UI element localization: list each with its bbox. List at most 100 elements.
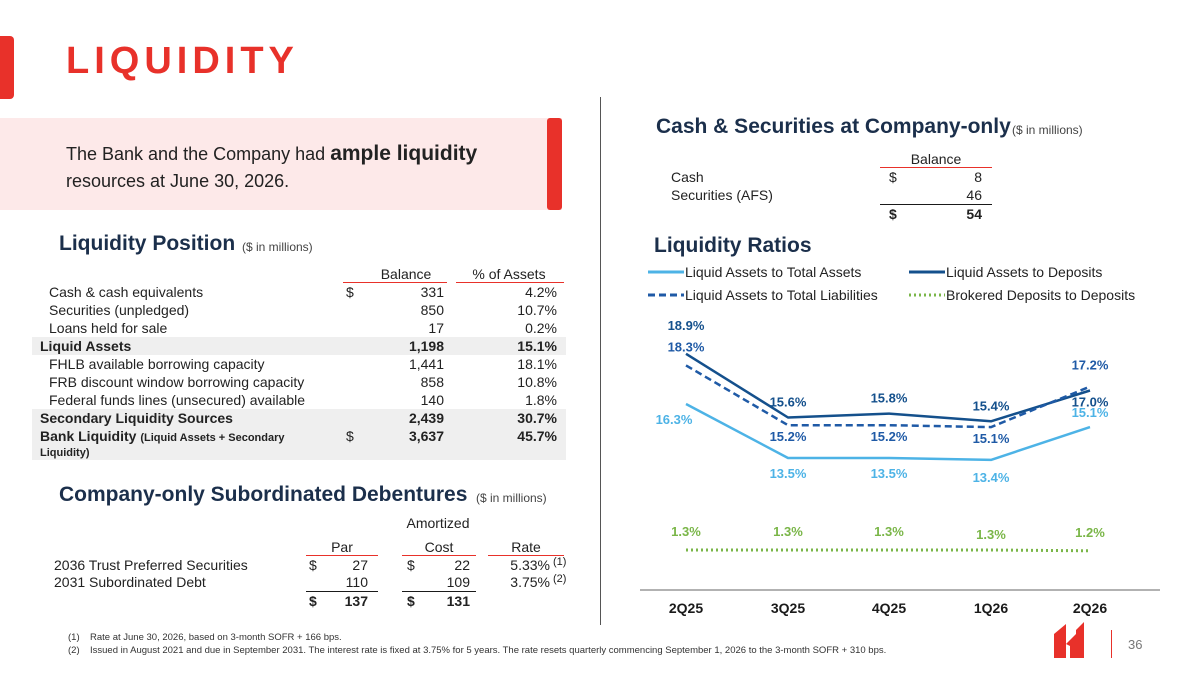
series-line-3 bbox=[685, 364, 1091, 429]
deb-header-rule-rate bbox=[488, 555, 564, 556]
deb-total-cost-dollar: $ bbox=[407, 593, 415, 609]
footnote-1: (1) Rate at June 30, 2026, based on 3-mon… bbox=[68, 632, 342, 643]
deb-total-cost: 131 bbox=[446, 593, 470, 609]
lp-row-balance: 140 bbox=[420, 392, 444, 408]
lp-row-balance: 1,441 bbox=[408, 356, 444, 372]
data-label: 13.5% bbox=[871, 466, 908, 481]
lp-row-dollar: $ bbox=[346, 428, 354, 444]
callout-emphasis: ample liquidity bbox=[330, 142, 478, 165]
callout-prefix: The Bank and the Company had bbox=[66, 144, 331, 164]
data-label: 1.3% bbox=[874, 524, 904, 539]
data-label: 18.9% bbox=[668, 318, 705, 333]
data-label: 18.3% bbox=[668, 339, 705, 354]
data-label: 15.1% bbox=[973, 431, 1010, 446]
data-label: 16.3% bbox=[656, 412, 693, 427]
lp-row-label: Federal funds lines (unsecured) availabl… bbox=[49, 392, 306, 408]
liquidity-position-title: Liquidity Position bbox=[59, 232, 236, 255]
cs-total-dollar: $ bbox=[889, 206, 897, 222]
lp-row-balance: 17 bbox=[428, 320, 444, 336]
x-tick-label: 2Q25 bbox=[669, 600, 703, 616]
footnote-2: (2) Issued in August 2021 and due in Sept… bbox=[68, 645, 886, 656]
cs-row-value: 8 bbox=[974, 169, 982, 185]
deb-col-par: Par bbox=[331, 539, 353, 555]
x-tick-label: 4Q25 bbox=[872, 600, 906, 616]
lp-total-note: (Liquid Assets + Secondary bbox=[140, 432, 285, 444]
lp-row-pct: 15.1% bbox=[517, 338, 557, 354]
cs-row-label: Cash bbox=[671, 169, 704, 185]
data-label: 15.8% bbox=[871, 391, 908, 406]
deb-total-par: 137 bbox=[344, 593, 368, 609]
lp-row-pct: 45.7% bbox=[517, 428, 557, 444]
lp-row-label: Loans held for sale bbox=[49, 320, 168, 336]
lp-row-pct: 1.8% bbox=[525, 392, 557, 408]
deb-row-rate: 5.33% bbox=[510, 557, 550, 573]
data-label: 1.3% bbox=[671, 524, 701, 539]
lp-total-label: Bank Liquidity bbox=[40, 428, 137, 444]
deb-total-rule-cost bbox=[402, 591, 476, 592]
logo-separator bbox=[1111, 630, 1112, 658]
callout-text: The Bank and the Company had ample liqui… bbox=[66, 140, 536, 195]
x-tick-label: 2Q26 bbox=[1073, 600, 1107, 616]
data-label: 13.5% bbox=[770, 466, 807, 481]
lp-row-balance: 850 bbox=[420, 302, 444, 318]
lp-col-balance: Balance bbox=[380, 266, 432, 282]
cs-total-rule bbox=[880, 204, 992, 205]
lp-row-balance: 331 bbox=[420, 284, 444, 300]
data-label: 15.2% bbox=[770, 429, 807, 444]
data-label: 1.3% bbox=[976, 527, 1006, 542]
footnote-2-text: Issued in August 2021 and due in Septemb… bbox=[90, 645, 887, 656]
page-number: 36 bbox=[1128, 637, 1143, 652]
lp-row-label: FHLB available borrowing capacity bbox=[49, 356, 265, 372]
title-accent-bar bbox=[0, 36, 14, 99]
lp-row-label: Secondary Liquidity Sources bbox=[40, 410, 233, 426]
lp-row-pct: 4.2% bbox=[525, 284, 557, 300]
page-title: LIQUIDITY bbox=[66, 40, 299, 82]
deb-row-note: (1) bbox=[553, 556, 567, 568]
cs-total-value: 54 bbox=[966, 206, 982, 222]
footnote-1-text: Rate at June 30, 2026, based on 3-month … bbox=[90, 632, 342, 643]
lp-row-label: Bank Liquidity (Liquid Assets + Secondar… bbox=[40, 427, 285, 447]
legend-swatch-light-solid bbox=[648, 270, 684, 274]
data-label: 1.2% bbox=[1075, 525, 1105, 540]
legend-item: Liquid Assets to Deposits bbox=[946, 264, 1103, 280]
callout-accent-edge bbox=[547, 118, 562, 210]
deb-row-par: 110 bbox=[345, 574, 368, 590]
deb-row-label: 2036 Trust Preferred Securities bbox=[54, 557, 248, 573]
lp-col-pct: % of Assets bbox=[472, 266, 546, 282]
cs-row-value: 46 bbox=[966, 187, 982, 203]
lp-row-pct: 18.1% bbox=[517, 356, 557, 372]
deb-header-rule-par bbox=[306, 555, 378, 556]
data-label: 17.2% bbox=[1072, 358, 1109, 373]
deb-row-rate: 3.75% bbox=[510, 574, 550, 590]
data-label: 15.1% bbox=[1072, 405, 1109, 420]
deb-row-cost: 22 bbox=[454, 557, 470, 573]
deb-row-cost: 109 bbox=[446, 574, 470, 590]
lp-row-balance: 3,637 bbox=[408, 428, 444, 444]
data-label: 15.4% bbox=[973, 398, 1010, 413]
series-line-1 bbox=[685, 402, 1091, 462]
debentures-title: Company-only Subordinated Debentures bbox=[59, 483, 468, 506]
callout-suffix: resources at June 30, 2026. bbox=[66, 171, 290, 191]
lp-row-pct: 10.8% bbox=[517, 374, 557, 390]
deb-row-par: 27 bbox=[352, 557, 368, 573]
lp-row-dollar: $ bbox=[346, 284, 354, 300]
footnote-2-num: (2) bbox=[68, 645, 80, 656]
data-label: 15.6% bbox=[770, 394, 807, 409]
legend-swatch-dotted bbox=[909, 293, 945, 297]
deb-col-cost: Cost bbox=[424, 539, 454, 555]
liquidity-position-subtitle: ($ in millions) bbox=[242, 240, 313, 254]
legend-swatch-dark-solid bbox=[909, 270, 945, 274]
data-label: 13.4% bbox=[973, 470, 1010, 485]
lp-row-pct: 0.2% bbox=[525, 320, 557, 336]
deb-col-amortized: Amortized bbox=[406, 515, 470, 531]
cash-securities-subtitle: ($ in millions) bbox=[1012, 123, 1083, 137]
deb-row-note: (2) bbox=[553, 573, 567, 585]
deb-header-rule-cost bbox=[402, 555, 476, 556]
cs-header-rule bbox=[880, 167, 992, 168]
lp-row-balance: 858 bbox=[420, 374, 444, 390]
lp-row-pct: 30.7% bbox=[517, 410, 557, 426]
lp-row-label: Securities (unpledged) bbox=[49, 302, 190, 318]
debentures-subtitle: ($ in millions) bbox=[476, 491, 547, 505]
legend-item: Brokered Deposits to Deposits bbox=[946, 287, 1136, 303]
lp-row-balance: 1,198 bbox=[408, 338, 444, 354]
